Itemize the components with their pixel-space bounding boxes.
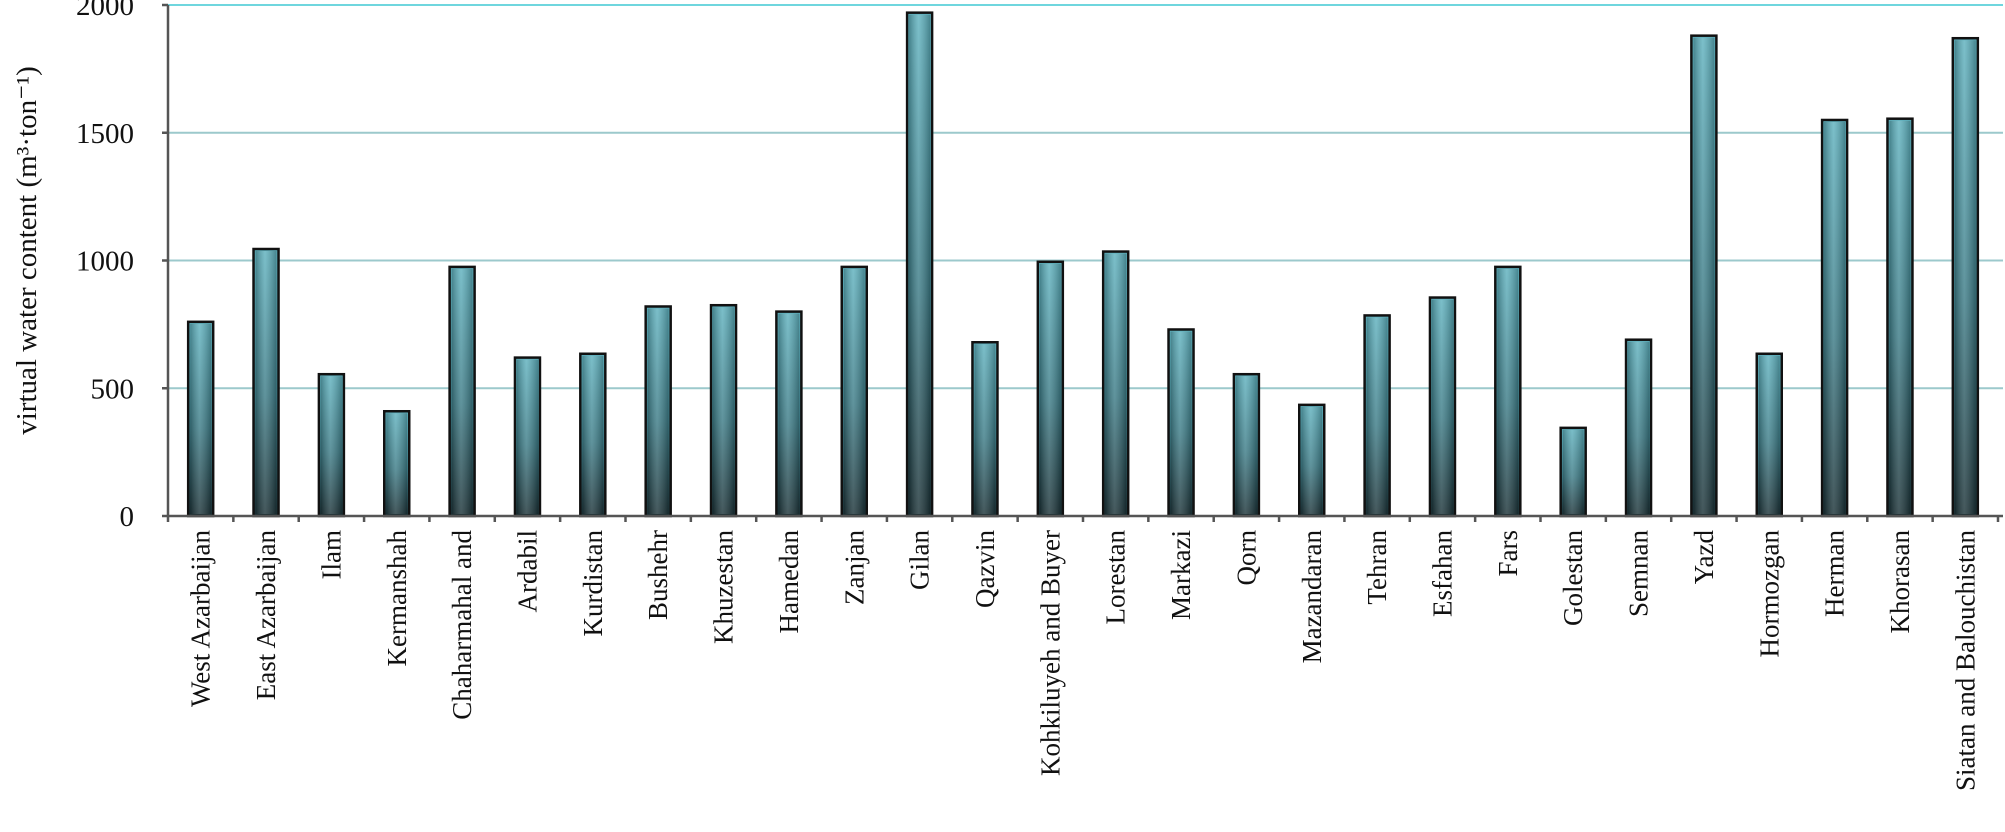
bar-highlight bbox=[1431, 299, 1453, 514]
x-category-label: Ilam bbox=[316, 530, 346, 579]
y-tick-label: 0 bbox=[120, 501, 135, 533]
y-tick-label: 500 bbox=[91, 373, 135, 405]
bar-highlight bbox=[255, 251, 277, 514]
x-category-label: Kermanshah bbox=[382, 530, 412, 667]
bars bbox=[186, 11, 1980, 518]
x-category-label: Gilan bbox=[905, 530, 935, 590]
bar-highlight bbox=[1562, 429, 1584, 514]
y-tick-label: 1000 bbox=[76, 246, 134, 278]
y-axis-title: virtual water content (m³·ton⁻¹) bbox=[11, 66, 43, 435]
bar-highlight bbox=[843, 268, 865, 514]
y-tick-label: 2000 bbox=[76, 0, 134, 22]
bar-highlight bbox=[1105, 253, 1127, 514]
bar-highlight bbox=[386, 413, 408, 514]
x-category-label: Fars bbox=[1493, 530, 1523, 577]
x-category-label: Semnan bbox=[1624, 530, 1654, 617]
x-category-label: Esfahan bbox=[1427, 530, 1457, 617]
x-category-label: Tehran bbox=[1362, 530, 1392, 605]
x-category-label: Hamedan bbox=[774, 530, 804, 634]
bar-highlight bbox=[974, 344, 996, 514]
axes bbox=[162, 3, 2003, 522]
bar-highlight bbox=[1693, 37, 1715, 514]
x-category-label: Ardabil bbox=[512, 530, 542, 612]
bar-highlight bbox=[516, 359, 538, 514]
x-category-label: Kurdistan bbox=[578, 530, 608, 637]
x-category-label: Qorn bbox=[1231, 530, 1261, 586]
x-category-label: Qazvin bbox=[970, 530, 1000, 608]
bar-highlight bbox=[1889, 120, 1911, 514]
bar-highlight bbox=[1954, 40, 1976, 515]
bar-highlight bbox=[582, 355, 604, 514]
bar-highlight bbox=[320, 376, 342, 514]
x-category-labels: West Azarbaijan East Azarbaijan Ilam Kerman… bbox=[186, 530, 1981, 791]
x-category-label: Khuzestan bbox=[709, 530, 739, 644]
x-category-label: Zanjan bbox=[839, 530, 869, 605]
bar-highlight bbox=[190, 323, 212, 514]
bar-highlight bbox=[1824, 121, 1846, 514]
x-category-label: Mazandaran bbox=[1297, 530, 1327, 664]
bar-highlight bbox=[1628, 341, 1650, 514]
x-category-label: Kohkiluyeh and Buyer bbox=[1035, 530, 1065, 776]
x-category-label: Golestan bbox=[1558, 530, 1588, 626]
y-tick-label: 1500 bbox=[76, 118, 134, 150]
bar-highlight bbox=[451, 268, 473, 514]
bar-highlight bbox=[778, 313, 800, 514]
bar-highlight bbox=[1235, 376, 1257, 514]
bar-highlight bbox=[647, 308, 669, 514]
x-category-label: West Azarbaijan bbox=[186, 530, 216, 708]
x-category-label: Herman bbox=[1820, 530, 1850, 617]
bar-highlight bbox=[713, 307, 735, 514]
x-category-label: Bushehr bbox=[643, 530, 673, 620]
bar-highlight bbox=[1039, 263, 1061, 514]
x-category-label: East Azarbaijan bbox=[251, 530, 281, 701]
bar-highlight bbox=[1366, 317, 1388, 514]
bar-highlight bbox=[1170, 331, 1192, 514]
bar-highlight bbox=[1497, 268, 1519, 514]
x-category-label: Yazd bbox=[1689, 530, 1719, 585]
x-category-label: Chaharmahal and bbox=[447, 530, 477, 720]
bar-highlight bbox=[909, 14, 931, 514]
bar-highlight bbox=[1758, 355, 1780, 514]
x-category-label: Khorasan bbox=[1885, 530, 1915, 634]
x-category-label: Lorestan bbox=[1101, 530, 1131, 625]
bar-highlight bbox=[1301, 406, 1323, 514]
y-tick-labels: 0 500 1000 1500 2000 bbox=[76, 0, 134, 533]
x-category-label: Siatan and Balouchistan bbox=[1950, 530, 1980, 791]
x-category-label: Markazi bbox=[1166, 530, 1196, 620]
x-category-label: Hormozgan bbox=[1754, 530, 1784, 658]
gridlines bbox=[168, 4, 2003, 390]
